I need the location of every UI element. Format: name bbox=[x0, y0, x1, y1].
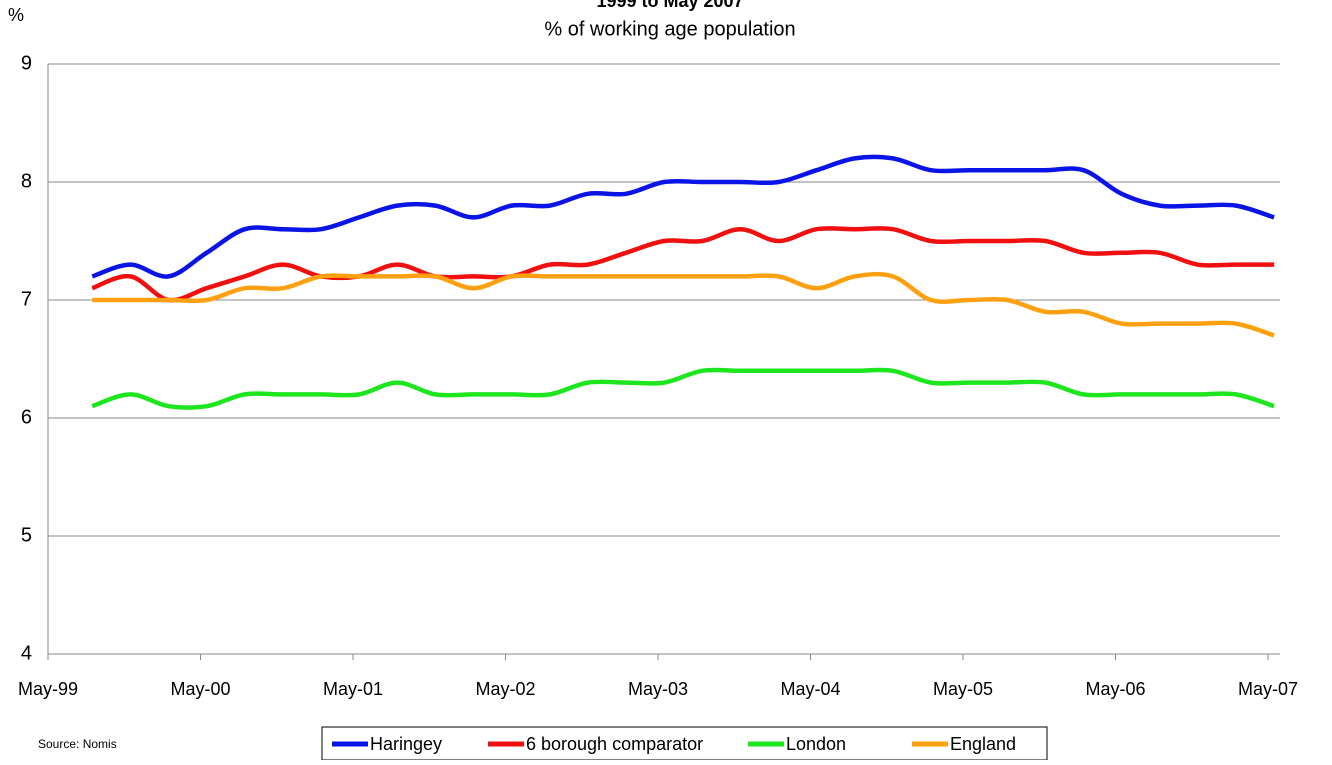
legend-label: England bbox=[950, 734, 1016, 754]
source-note: Source: Nomis bbox=[38, 737, 117, 751]
series-line bbox=[91, 154, 1275, 279]
x-tick-label: May-07 bbox=[1238, 679, 1298, 699]
y-axis-label: % bbox=[8, 5, 24, 25]
y-tick-label: 5 bbox=[21, 524, 32, 546]
x-tick-label: May-06 bbox=[1085, 679, 1145, 699]
x-tick-label: May-99 bbox=[18, 679, 78, 699]
x-tick-label: May-03 bbox=[628, 679, 688, 699]
chart-title: 1999 to May 2007 bbox=[596, 0, 743, 11]
series-line bbox=[92, 271, 1275, 338]
series-line bbox=[91, 367, 1275, 410]
y-tick-label: 8 bbox=[21, 170, 32, 192]
legend-label: 6 borough comparator bbox=[526, 734, 703, 754]
y-tick-label: 7 bbox=[21, 288, 32, 310]
y-tick-label: 9 bbox=[21, 52, 32, 74]
x-tick-label: May-02 bbox=[475, 679, 535, 699]
x-tick-label: May-01 bbox=[323, 679, 383, 699]
y-tick-label: 4 bbox=[21, 642, 32, 664]
series-line bbox=[91, 226, 1275, 303]
chart-subtitle: % of working age population bbox=[544, 18, 795, 40]
x-tick-label: May-04 bbox=[780, 679, 840, 699]
legend-label: Haringey bbox=[370, 734, 442, 754]
legend-label: London bbox=[786, 734, 846, 754]
x-tick-label: May-00 bbox=[170, 679, 230, 699]
x-tick-label: May-05 bbox=[933, 679, 993, 699]
y-tick-label: 6 bbox=[21, 406, 32, 428]
